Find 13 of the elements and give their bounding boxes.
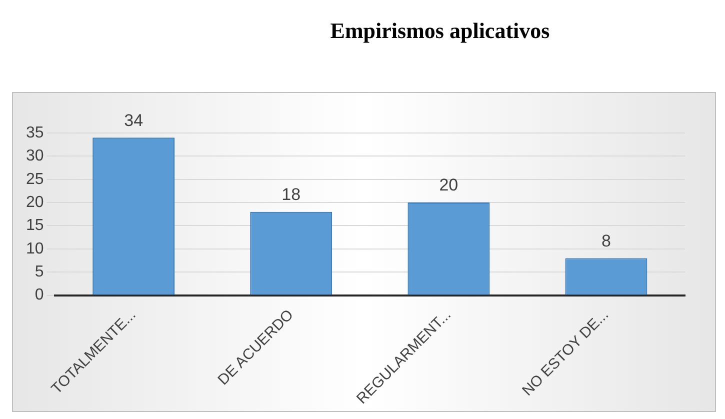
- y-tick-label: 30: [26, 148, 44, 165]
- data-label: 8: [601, 231, 611, 250]
- data-label: 20: [439, 176, 458, 195]
- data-label: 18: [282, 185, 301, 204]
- y-tick-label: 20: [26, 194, 44, 211]
- y-tick-label: 0: [34, 286, 44, 304]
- y-tick-label: 35: [26, 124, 44, 142]
- y-tick-label: 25: [26, 170, 44, 188]
- y-tick-label: 5: [34, 264, 44, 281]
- chart-title: Empirismos aplicativos: [329, 18, 551, 44]
- y-tick-label: 15: [26, 217, 44, 234]
- data-label: 34: [124, 110, 144, 130]
- y-tick-label: 10: [26, 240, 44, 258]
